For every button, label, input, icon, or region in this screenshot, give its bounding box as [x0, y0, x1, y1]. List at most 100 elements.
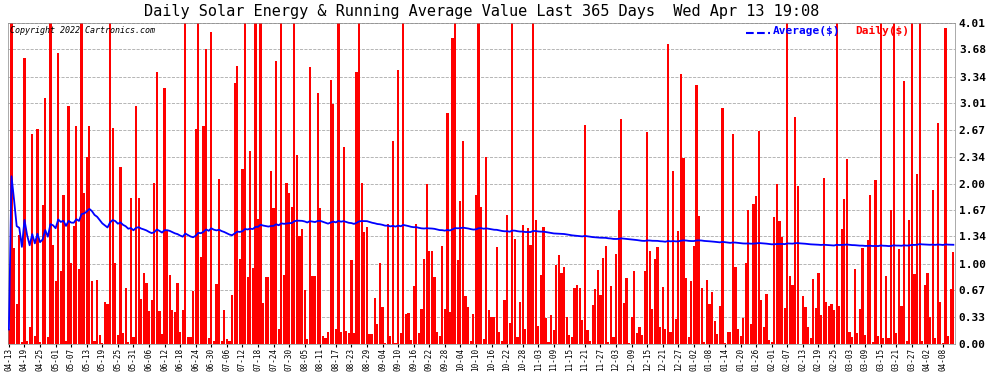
Bar — [120, 166, 122, 344]
Bar — [605, 246, 607, 344]
Bar — [908, 220, 911, 344]
Bar — [770, 342, 773, 344]
Bar — [312, 276, 314, 344]
Bar — [306, 339, 309, 344]
Bar — [623, 303, 625, 344]
Bar — [781, 237, 783, 344]
Bar — [192, 291, 194, 344]
Bar — [86, 157, 88, 344]
Bar — [358, 23, 360, 344]
Bar — [168, 274, 171, 344]
Bar — [291, 207, 293, 344]
Bar — [550, 315, 552, 344]
Bar — [682, 158, 685, 344]
Bar — [296, 155, 298, 344]
Bar — [940, 302, 941, 344]
Bar — [130, 198, 132, 344]
Bar — [462, 141, 464, 344]
Bar — [163, 88, 165, 344]
Bar — [21, 342, 23, 344]
Bar — [249, 151, 251, 344]
Bar — [197, 23, 199, 344]
Bar — [563, 267, 565, 344]
Bar — [340, 332, 343, 344]
Bar — [584, 125, 586, 344]
Bar — [636, 333, 638, 344]
Bar — [540, 275, 542, 344]
Bar — [560, 273, 562, 344]
Bar — [565, 317, 568, 344]
Bar — [797, 186, 799, 344]
Bar — [179, 332, 181, 344]
Bar — [727, 332, 729, 344]
Bar — [864, 335, 866, 344]
Bar — [653, 258, 656, 344]
Bar — [836, 23, 838, 344]
Bar — [646, 132, 648, 344]
Bar — [509, 322, 511, 344]
Bar — [874, 180, 876, 344]
Bar — [221, 340, 223, 344]
Bar — [42, 205, 44, 344]
Bar — [67, 106, 69, 344]
Bar — [176, 284, 178, 344]
Bar — [410, 340, 412, 344]
Bar — [75, 126, 77, 344]
Bar — [464, 296, 466, 344]
Bar — [371, 334, 373, 344]
Bar — [701, 288, 703, 344]
Bar — [51, 245, 54, 344]
Bar — [607, 342, 610, 344]
Bar — [389, 336, 391, 344]
Bar — [280, 23, 282, 344]
Bar — [812, 279, 815, 344]
Bar — [690, 281, 692, 344]
Bar — [267, 277, 269, 344]
Bar — [674, 319, 677, 344]
Bar — [634, 271, 636, 344]
Bar — [618, 210, 620, 344]
Bar — [544, 318, 547, 344]
Bar — [555, 264, 557, 344]
Bar — [887, 338, 890, 344]
Bar — [456, 260, 459, 344]
Bar — [216, 284, 218, 344]
Bar — [448, 312, 451, 344]
Bar — [70, 263, 72, 344]
Bar — [893, 23, 895, 344]
Bar — [270, 171, 272, 344]
Bar — [469, 341, 472, 344]
Bar — [685, 278, 687, 344]
Bar — [547, 342, 549, 344]
Bar — [304, 290, 306, 344]
Bar — [59, 271, 62, 344]
Bar — [815, 308, 817, 344]
Bar — [880, 23, 882, 344]
Bar — [807, 327, 809, 344]
Bar — [651, 309, 653, 344]
Bar — [13, 248, 15, 344]
Bar — [181, 310, 184, 344]
Bar — [900, 306, 903, 344]
Bar — [677, 231, 679, 344]
Bar — [786, 23, 788, 344]
Bar — [628, 343, 631, 344]
Bar — [794, 117, 796, 344]
Bar — [937, 123, 939, 344]
Bar — [408, 313, 410, 344]
Bar — [91, 281, 93, 344]
Bar — [112, 128, 114, 344]
Bar — [944, 28, 946, 344]
Bar — [451, 38, 453, 344]
Bar — [259, 23, 261, 344]
Bar — [57, 53, 59, 344]
Bar — [558, 255, 560, 344]
Bar — [714, 321, 716, 344]
Bar — [872, 342, 874, 344]
Bar — [475, 195, 477, 344]
Title: Daily Solar Energy & Running Average Value Last 365 Days  Wed Apr 13 19:08: Daily Solar Energy & Running Average Val… — [144, 4, 819, 19]
Bar — [947, 336, 949, 344]
Bar — [755, 196, 757, 344]
Bar — [184, 23, 186, 344]
Bar — [483, 339, 485, 344]
